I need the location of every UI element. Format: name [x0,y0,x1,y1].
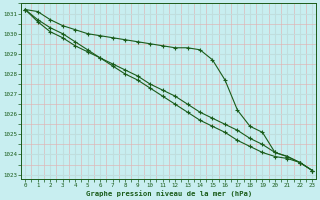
X-axis label: Graphe pression niveau de la mer (hPa): Graphe pression niveau de la mer (hPa) [86,190,252,197]
